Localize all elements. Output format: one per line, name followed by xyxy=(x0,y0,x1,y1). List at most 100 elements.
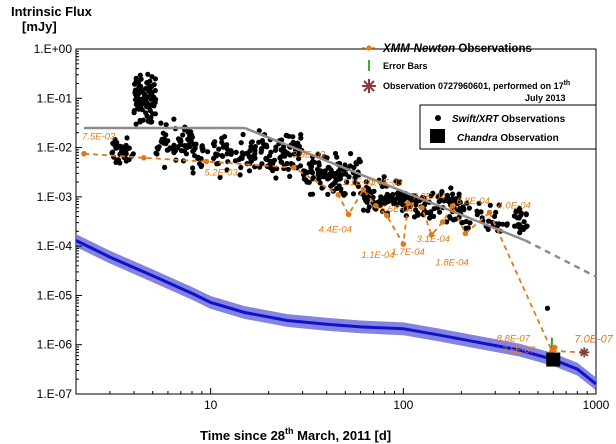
swift-point xyxy=(113,145,119,151)
swift-point xyxy=(338,186,344,192)
swift-point xyxy=(450,217,457,223)
swift-point xyxy=(287,173,293,179)
swift-point xyxy=(159,136,165,142)
swift-point xyxy=(149,74,155,80)
swift-point xyxy=(329,170,335,176)
swift-point xyxy=(290,134,296,140)
swift-point xyxy=(219,139,225,145)
y-tick-label: 1.E-01 xyxy=(37,91,73,105)
swift-point xyxy=(220,153,226,159)
legend-swift-rest: Observations xyxy=(498,114,565,125)
swift-point xyxy=(324,155,330,161)
swift-point xyxy=(304,179,310,185)
swift-point xyxy=(333,176,339,182)
xmm-point xyxy=(486,209,493,216)
xmm-value-label: 1.1E-04 xyxy=(361,250,394,261)
swift-point xyxy=(319,185,325,191)
swift-point xyxy=(233,149,239,155)
swift-point xyxy=(464,200,470,206)
xmm-point xyxy=(449,203,456,209)
swift-point xyxy=(521,219,527,225)
swift-point xyxy=(391,200,397,206)
swift-point xyxy=(352,175,358,181)
swift-point xyxy=(144,113,150,119)
legend-box xyxy=(419,104,597,150)
swift-point xyxy=(449,196,455,202)
swift-point xyxy=(427,215,433,221)
swift-point xyxy=(389,192,395,198)
swift-point xyxy=(326,175,332,181)
swift-point xyxy=(444,192,450,198)
swift-point xyxy=(200,146,206,152)
swift-point xyxy=(365,208,371,214)
y-axis-title-line2: [mJy] xyxy=(22,19,57,34)
swift-point xyxy=(306,161,312,167)
swift-point xyxy=(311,159,317,165)
swift-point xyxy=(259,147,265,153)
swift-point xyxy=(511,213,517,219)
swift-point xyxy=(524,223,530,229)
swift-point xyxy=(237,172,243,178)
swift-point xyxy=(139,88,145,94)
swift-point xyxy=(316,160,322,166)
y-tick-label: 1.E+00 xyxy=(34,42,73,56)
swift-point xyxy=(485,226,491,232)
swift-point xyxy=(310,191,316,197)
swift-point xyxy=(178,137,184,143)
swift-point xyxy=(147,108,153,114)
xmm-point xyxy=(81,150,87,157)
swift-point xyxy=(384,191,390,197)
swift-point xyxy=(278,154,284,160)
x-tick-label: 1000 xyxy=(583,398,610,412)
swift-point xyxy=(155,146,161,152)
swift-point xyxy=(516,207,522,213)
xmm-value-label: 1.7E-04 xyxy=(391,247,424,258)
swift-point xyxy=(210,141,217,147)
x-tick-label: 10 xyxy=(204,398,218,412)
swift-point xyxy=(144,104,150,110)
swift-point xyxy=(298,132,304,138)
legend-xmm-label: XMM-Newton Observations xyxy=(382,43,532,55)
legend-chandra-italic: Chandra xyxy=(457,133,498,144)
swift-point xyxy=(385,198,391,204)
swift-point xyxy=(339,172,345,178)
swift-point xyxy=(217,174,223,180)
swift-point xyxy=(314,166,321,172)
swift-point xyxy=(281,147,287,154)
x-axis-title-pre: Time since 28 xyxy=(200,428,285,443)
xmm-value-label: 6.6E-04 xyxy=(380,204,413,215)
legend-xmm-marker xyxy=(366,45,372,51)
y-tick-label: 1.E-04 xyxy=(37,239,73,253)
xmm-value-label: 7.3E-04 xyxy=(412,192,445,203)
obs-star-stroke xyxy=(580,348,589,357)
swift-point xyxy=(171,142,177,148)
swift-point xyxy=(137,72,143,78)
swift-point xyxy=(409,197,415,203)
swift-point xyxy=(370,194,376,200)
swift-point xyxy=(158,120,164,126)
xmm-point xyxy=(383,212,390,219)
swift-point xyxy=(460,204,466,210)
xmm-series-layer: 7.5E-03 5.2E-03 3.9E-03 1.1E-03 4.4E-04 1.4E-… xyxy=(81,132,614,367)
swift-point xyxy=(438,192,444,198)
swift-point xyxy=(500,221,506,227)
swift-point xyxy=(356,156,362,162)
swift-point xyxy=(322,170,328,176)
swift-point xyxy=(238,164,244,171)
legend-chandra-label: Chandra Observation xyxy=(457,133,559,144)
swift-point xyxy=(123,151,129,157)
x-axis-title-sup: th xyxy=(285,426,294,436)
swift-point xyxy=(171,116,177,122)
swift-point xyxy=(189,134,195,140)
swift-point xyxy=(337,176,343,182)
swift-point xyxy=(149,83,155,89)
swift-point xyxy=(132,87,138,93)
xmm-value-label: 3.1E-04 xyxy=(417,234,450,245)
swift-point xyxy=(325,191,331,197)
swift-point xyxy=(270,168,276,174)
swift-point xyxy=(465,225,471,231)
swift-point xyxy=(361,207,367,213)
xmm-value-label: 6.8E-04 xyxy=(457,196,490,207)
swift-point xyxy=(310,175,316,181)
swift-point xyxy=(228,148,234,154)
